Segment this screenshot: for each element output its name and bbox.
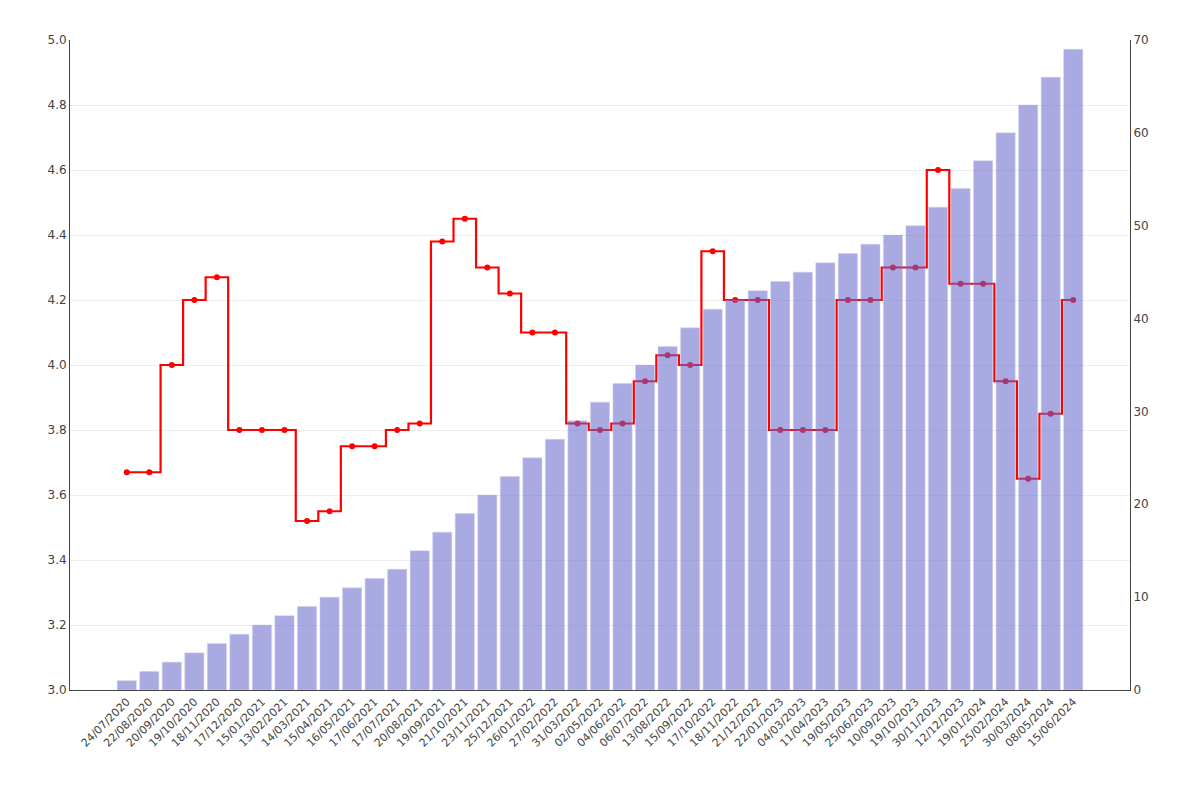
svg-text:25/06/2023: 25/06/2023 (822, 696, 876, 750)
svg-text:40: 40 (1133, 312, 1148, 326)
svg-text:25/02/2024: 25/02/2024 (958, 696, 1012, 750)
svg-text:21/12/2022: 21/12/2022 (710, 696, 764, 750)
svg-text:04/03/2023: 04/03/2023 (755, 696, 809, 750)
svg-text:21/10/2021: 21/10/2021 (417, 696, 471, 750)
svg-text:70: 70 (1133, 33, 1148, 47)
svg-text:18/11/2020: 18/11/2020 (169, 696, 223, 750)
svg-text:13/08/2022: 13/08/2022 (620, 696, 674, 750)
svg-text:31/03/2022: 31/03/2022 (529, 696, 583, 750)
svg-text:4.6: 4.6 (48, 163, 67, 177)
svg-text:17/12/2020: 17/12/2020 (191, 696, 245, 750)
svg-text:3.6: 3.6 (48, 488, 67, 502)
svg-text:16/05/2021: 16/05/2021 (304, 696, 358, 750)
svg-text:04/06/2022: 04/06/2022 (575, 696, 629, 750)
svg-text:4.2: 4.2 (48, 293, 67, 307)
svg-text:30/03/2024: 30/03/2024 (980, 696, 1034, 750)
svg-text:13/02/2021: 13/02/2021 (236, 696, 290, 750)
svg-text:0: 0 (1133, 683, 1141, 697)
svg-text:26/01/2022: 26/01/2022 (484, 696, 538, 750)
svg-text:3.4: 3.4 (48, 553, 67, 567)
svg-text:19/01/2024: 19/01/2024 (935, 696, 989, 750)
svg-text:14/03/2021: 14/03/2021 (259, 696, 313, 750)
svg-text:10: 10 (1133, 590, 1148, 604)
svg-text:18/11/2022: 18/11/2022 (687, 696, 741, 750)
svg-text:22/08/2020: 22/08/2020 (101, 696, 155, 750)
svg-text:17/06/2021: 17/06/2021 (327, 696, 381, 750)
svg-text:19/05/2023: 19/05/2023 (800, 696, 854, 750)
svg-text:20: 20 (1133, 497, 1148, 511)
svg-text:15/04/2021: 15/04/2021 (282, 696, 336, 750)
svg-text:15/06/2024: 15/06/2024 (1025, 696, 1079, 750)
svg-text:4.8: 4.8 (48, 98, 67, 112)
svg-text:30/11/2023: 30/11/2023 (890, 696, 944, 750)
svg-text:4.4: 4.4 (48, 228, 67, 242)
svg-text:17/10/2022: 17/10/2022 (665, 696, 719, 750)
svg-text:11/04/2023: 11/04/2023 (777, 696, 831, 750)
svg-text:22/01/2023: 22/01/2023 (732, 696, 786, 750)
svg-text:20/09/2020: 20/09/2020 (124, 696, 178, 750)
svg-text:30: 30 (1133, 405, 1148, 419)
svg-text:24/07/2020: 24/07/2020 (79, 696, 133, 750)
svg-text:15/09/2022: 15/09/2022 (642, 696, 696, 750)
svg-text:17/07/2021: 17/07/2021 (349, 696, 403, 750)
svg-text:08/05/2024: 08/05/2024 (1003, 696, 1057, 750)
svg-text:27/02/2022: 27/02/2022 (507, 696, 561, 750)
svg-text:19/09/2021: 19/09/2021 (394, 696, 448, 750)
svg-text:19/10/2020: 19/10/2020 (146, 696, 200, 750)
svg-text:19/10/2023: 19/10/2023 (867, 696, 921, 750)
svg-text:12/12/2023: 12/12/2023 (913, 696, 967, 750)
svg-text:60: 60 (1133, 126, 1148, 140)
svg-text:23/11/2021: 23/11/2021 (439, 696, 493, 750)
svg-text:3.2: 3.2 (48, 618, 67, 632)
svg-text:3.0: 3.0 (48, 683, 67, 697)
svg-text:4.0: 4.0 (48, 358, 67, 372)
svg-text:3.8: 3.8 (48, 423, 67, 437)
svg-text:15/01/2021: 15/01/2021 (214, 696, 268, 750)
svg-text:20/08/2021: 20/08/2021 (372, 696, 426, 750)
svg-text:50: 50 (1133, 219, 1148, 233)
svg-text:06/07/2022: 06/07/2022 (597, 696, 651, 750)
svg-text:25/12/2021: 25/12/2021 (462, 696, 516, 750)
svg-text:5.0: 5.0 (48, 33, 67, 47)
svg-text:02/05/2022: 02/05/2022 (552, 696, 606, 750)
svg-text:10/09/2023: 10/09/2023 (845, 696, 899, 750)
